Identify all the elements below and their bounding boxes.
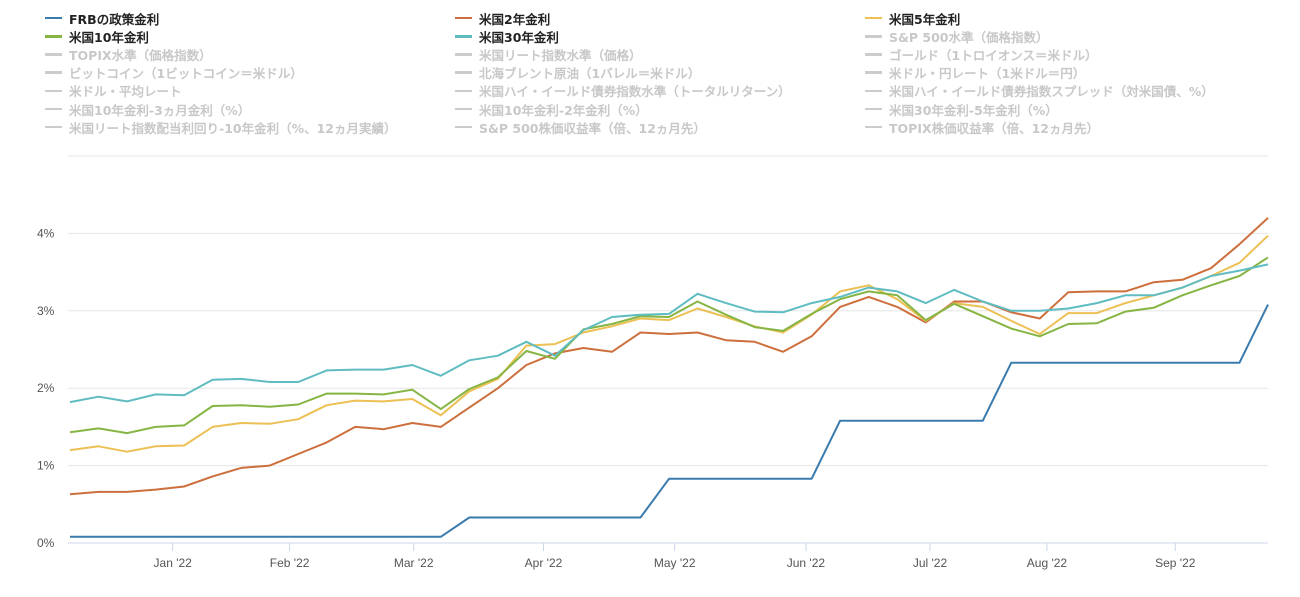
x-tick-label: Aug '22 <box>1027 556 1068 570</box>
legend-label: 米国10年金利 <box>69 29 149 45</box>
legend-label: 米国ハイ・イールド債券指数水準（トータルリターン） <box>479 84 791 100</box>
legend-label: 米国リート指数水準（価格） <box>479 47 642 63</box>
x-tick-label: Sep '22 <box>1155 556 1196 570</box>
legend-swatch <box>865 89 882 93</box>
legend-item[interactable]: 米国30年金利 <box>455 27 865 45</box>
legend-label: 米ドル・円レート（1米ドル＝円） <box>889 66 1086 82</box>
x-tick-label: Mar '22 <box>394 556 434 570</box>
legend-item[interactable]: FRBの政策金利 <box>45 9 455 27</box>
series-line[interactable] <box>69 234 1269 453</box>
legend-label: TOPIX水準（価格指数） <box>69 47 212 63</box>
legend-item[interactable]: 北海ブレント原油（1バレル＝米ドル） <box>455 64 865 82</box>
series-line[interactable] <box>69 263 1269 404</box>
legend-label: 米国ハイ・イールド債券指数スプレッド（対米国債、%） <box>889 84 1214 100</box>
legend-item[interactable]: TOPIX株価収益率（倍、12ヵ月先） <box>865 118 1285 136</box>
legend-swatch <box>455 53 472 56</box>
legend-label: 米ドル・平均レート <box>69 84 182 100</box>
legend-item[interactable]: ゴールド（1トロイオンス＝米ドル） <box>865 45 1285 63</box>
legend-swatch <box>455 16 472 20</box>
legend-label: ビットコイン（1ビットコイン＝米ドル） <box>69 66 303 82</box>
legend-item[interactable]: 米国10年金利 <box>45 27 455 45</box>
legend-label: 米国30年金利 <box>479 29 559 45</box>
legend-swatch <box>45 16 62 20</box>
legend-label: 北海ブレント原油（1バレル＝米ドル） <box>479 66 701 82</box>
legend-item[interactable]: 米ドル・円レート（1米ドル＝円） <box>865 64 1285 82</box>
series-line[interactable] <box>70 304 1269 538</box>
series-line[interactable] <box>69 256 1269 435</box>
legend-item[interactable]: 米国30年金利-5年金利（%） <box>865 100 1285 118</box>
legend-item[interactable]: S&P 500水準（価格指数） <box>865 27 1285 45</box>
legend-label: 米国リート指数配当利回り-10年金利（%、12ヵ月実績） <box>69 120 397 136</box>
legend-swatch <box>45 89 62 93</box>
legend-swatch <box>865 71 882 74</box>
legend-swatch <box>455 125 472 129</box>
legend-swatch <box>865 125 882 129</box>
legend-label: FRBの政策金利 <box>69 11 160 27</box>
legend-item[interactable]: 米国ハイ・イールド債券指数スプレッド（対米国債、%） <box>865 82 1285 100</box>
legend-item[interactable]: 米ドル・平均レート <box>45 82 455 100</box>
y-tick-label: 0% <box>37 536 55 550</box>
series-line[interactable] <box>69 217 1269 496</box>
legend-item[interactable]: 米国10年金利-3ヵ月金利（%） <box>45 100 455 118</box>
legend-swatch <box>45 107 62 111</box>
x-tick-label: Feb '22 <box>270 556 310 570</box>
legend-label: 米国10年金利-2年金利（%） <box>479 102 648 118</box>
legend-label: 米国2年金利 <box>479 11 551 27</box>
x-tick-label: Jul '22 <box>913 556 948 570</box>
legend-swatch <box>455 71 472 74</box>
legend-item[interactable]: TOPIX水準（価格指数） <box>45 45 455 63</box>
x-tick-label: Jan '22 <box>154 556 193 570</box>
legend-swatch <box>45 71 62 74</box>
x-tick-label: May '22 <box>654 556 696 570</box>
legend-swatch <box>455 35 472 38</box>
legend-swatch <box>865 16 882 20</box>
y-tick-label: 1% <box>37 459 55 473</box>
legend-swatch <box>455 89 472 93</box>
legend-item[interactable]: 米国5年金利 <box>865 9 1285 27</box>
y-tick-label: 4% <box>37 226 55 240</box>
legend-label: ゴールド（1トロイオンス＝米ドル） <box>889 47 1098 63</box>
legend-item[interactable]: 米国リート指数配当利回り-10年金利（%、12ヵ月実績） <box>45 118 455 136</box>
legend-swatch <box>455 107 472 111</box>
legend-item[interactable]: 米国リート指数水準（価格） <box>455 45 865 63</box>
legend-label: TOPIX株価収益率（倍、12ヵ月先） <box>889 120 1099 136</box>
legend-swatch <box>865 107 882 111</box>
legend-label: 米国10年金利-3ヵ月金利（%） <box>69 102 251 118</box>
legend-swatch <box>45 125 62 129</box>
legend-swatch <box>45 53 62 56</box>
y-tick-label: 3% <box>37 304 55 318</box>
legend-label: S&P 500水準（価格指数） <box>889 29 1049 45</box>
legend-item[interactable]: S&P 500株価収益率（倍、12ヵ月先） <box>455 118 865 136</box>
legend-label: 米国5年金利 <box>889 11 961 27</box>
legend-item[interactable]: 米国ハイ・イールド債券指数水準（トータルリターン） <box>455 82 865 100</box>
legend-swatch <box>865 53 882 56</box>
legend-item[interactable]: ビットコイン（1ビットコイン＝米ドル） <box>45 64 455 82</box>
legend-swatch <box>45 35 62 38</box>
legend-label: S&P 500株価収益率（倍、12ヵ月先） <box>479 120 706 136</box>
x-tick-label: Jun '22 <box>787 556 826 570</box>
legend-item[interactable]: 米国2年金利 <box>455 9 865 27</box>
x-tick-label: Apr '22 <box>525 556 563 570</box>
y-tick-label: 2% <box>37 381 55 395</box>
chart-legend: FRBの政策金利 米国2年金利 米国5年金利米国10年金利 米国30年金利 S&P 50… <box>45 9 1285 136</box>
legend-label: 米国30年金利-5年金利（%） <box>889 102 1058 118</box>
legend-item[interactable]: 米国10年金利-2年金利（%） <box>455 100 865 118</box>
legend-swatch <box>865 35 882 38</box>
